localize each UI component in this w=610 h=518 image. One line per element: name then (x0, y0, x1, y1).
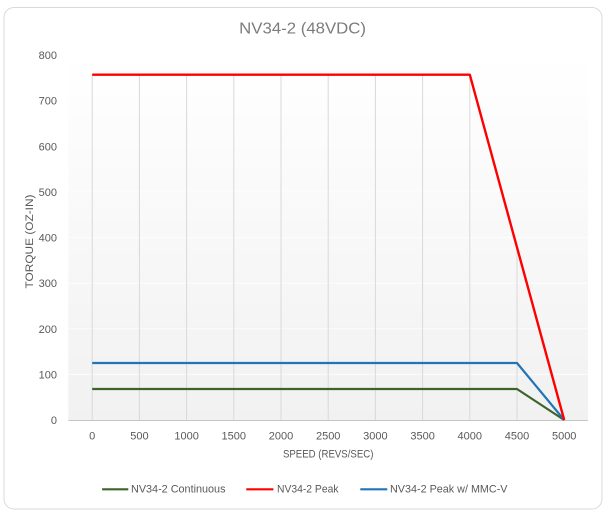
svg-text:200: 200 (39, 324, 57, 336)
svg-text:5000: 5000 (552, 431, 576, 443)
svg-text:500: 500 (39, 187, 57, 199)
svg-text:SPEED (REVS/SEC): SPEED (REVS/SEC) (283, 449, 374, 461)
svg-text:NV34-2 (48VDC): NV34-2 (48VDC) (239, 21, 366, 38)
svg-text:4500: 4500 (505, 431, 529, 443)
svg-text:2500: 2500 (316, 431, 340, 443)
svg-text:600: 600 (39, 141, 57, 153)
svg-text:100: 100 (39, 369, 57, 381)
svg-text:3000: 3000 (363, 431, 387, 443)
svg-text:1500: 1500 (222, 431, 246, 443)
svg-text:0: 0 (89, 431, 95, 443)
svg-text:4000: 4000 (458, 431, 482, 443)
svg-text:NV34-2 Continuous: NV34-2 Continuous (131, 484, 226, 496)
svg-text:1000: 1000 (174, 431, 198, 443)
svg-text:700: 700 (39, 96, 57, 108)
svg-text:400: 400 (39, 233, 57, 245)
svg-text:500: 500 (130, 431, 148, 443)
svg-text:TORQUE (OZ-IN): TORQUE (OZ-IN) (24, 195, 36, 289)
svg-text:800: 800 (39, 50, 57, 62)
svg-text:3500: 3500 (410, 431, 434, 443)
svg-text:300: 300 (39, 278, 57, 290)
svg-text:NV34-2 Peak: NV34-2 Peak (277, 484, 339, 496)
svg-text:2000: 2000 (269, 431, 293, 443)
svg-text:0: 0 (51, 415, 57, 427)
svg-text:NV34-2 Peak w/ MMC-V: NV34-2 Peak w/ MMC-V (390, 484, 508, 496)
